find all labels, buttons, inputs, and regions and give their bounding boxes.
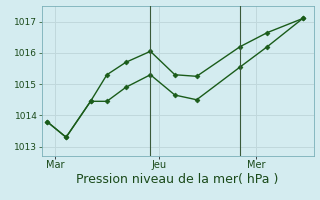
X-axis label: Pression niveau de la mer( hPa ): Pression niveau de la mer( hPa ) xyxy=(76,173,279,186)
